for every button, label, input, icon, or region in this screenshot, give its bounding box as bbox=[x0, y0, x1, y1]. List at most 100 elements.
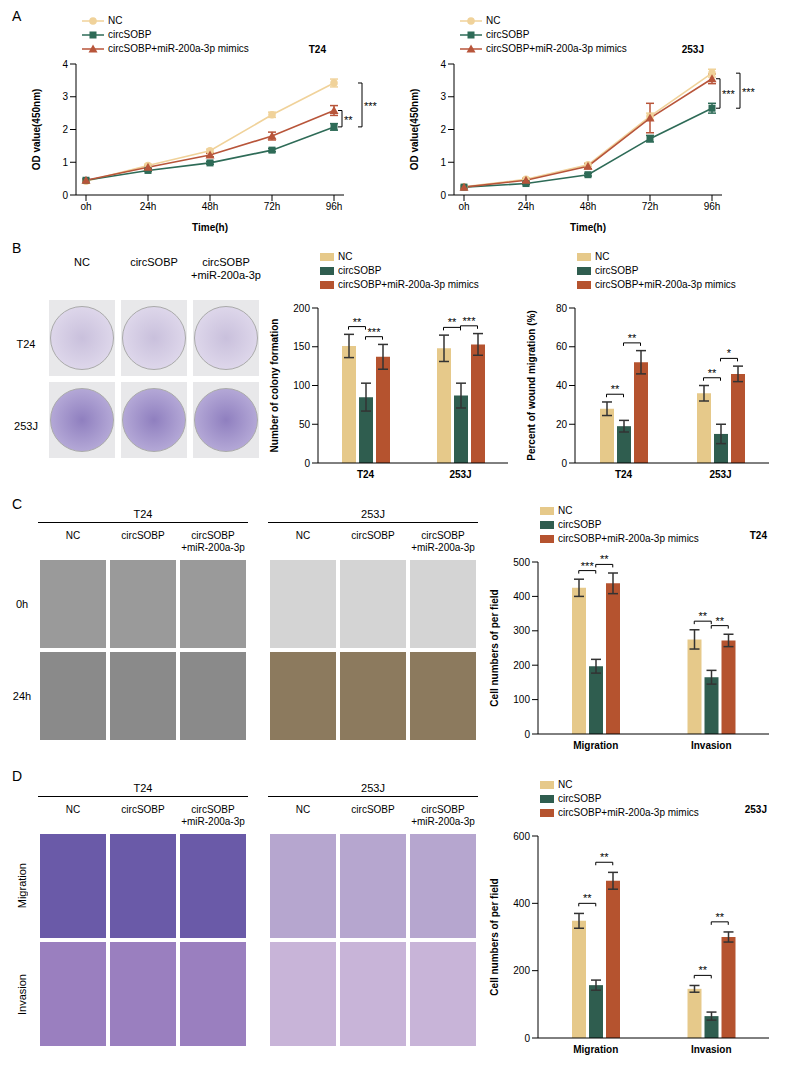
html-text:0h: 0h bbox=[15, 598, 29, 610]
svg-text:72h: 72h bbox=[264, 201, 281, 212]
svg-text:OD value(450nm): OD value(450nm) bbox=[31, 89, 42, 171]
html-text:circSOBP: circSOBP bbox=[108, 29, 152, 40]
html-text:circSOBP +miR-200a-3p: circSOBP +miR-200a-3p bbox=[181, 804, 245, 827]
html-text:T24: T24 bbox=[16, 338, 36, 350]
svg-text:200: 200 bbox=[513, 965, 530, 976]
svg-text:***: *** bbox=[364, 100, 378, 112]
svg-text:**: ** bbox=[600, 553, 609, 565]
svg-text:4: 4 bbox=[62, 59, 68, 70]
svg-text:Migration: Migration bbox=[573, 1044, 618, 1055]
svg-text:40: 40 bbox=[556, 380, 568, 391]
html-text:T24: T24 bbox=[133, 508, 153, 520]
svg-text:T24: T24 bbox=[615, 469, 633, 480]
html-text:253J: 253J bbox=[361, 508, 385, 520]
svg-text:***: *** bbox=[742, 86, 756, 98]
svg-text:**: ** bbox=[708, 367, 717, 379]
html-text:NC: NC bbox=[74, 256, 90, 268]
svg-text:**: ** bbox=[583, 892, 592, 904]
html-text:circSOBP +miR-200a-3p: circSOBP +miR-200a-3p bbox=[191, 256, 261, 281]
svg-text:400: 400 bbox=[513, 898, 530, 909]
html-text:circSOBP+miR-200a-3p mimics: circSOBP+miR-200a-3p mimics bbox=[108, 43, 249, 54]
svg-text:Cell numbers of per field: Cell numbers of per field bbox=[489, 589, 500, 706]
svg-text:Time(h): Time(h) bbox=[192, 222, 228, 233]
svg-text:1: 1 bbox=[62, 157, 68, 168]
svg-text:**: ** bbox=[715, 911, 724, 923]
svg-text:Cell numbers of per field: Cell numbers of per field bbox=[489, 878, 500, 995]
svg-text:500: 500 bbox=[513, 557, 530, 568]
svg-text:oh: oh bbox=[458, 201, 469, 212]
svg-text:50: 50 bbox=[299, 419, 311, 430]
svg-text:*: * bbox=[727, 347, 732, 359]
svg-text:***: *** bbox=[722, 88, 736, 100]
svg-text:**: ** bbox=[715, 615, 724, 627]
svg-text:**: ** bbox=[698, 964, 707, 976]
svg-text:200: 200 bbox=[513, 660, 530, 671]
svg-text:oh: oh bbox=[80, 201, 91, 212]
svg-text:0: 0 bbox=[62, 190, 68, 201]
svg-text:100: 100 bbox=[513, 694, 530, 705]
html-text:NC: NC bbox=[486, 15, 501, 26]
svg-text:Percent of wound migration (%): Percent of wound migration (%) bbox=[526, 310, 537, 461]
svg-text:0: 0 bbox=[524, 1033, 530, 1044]
html-text:D: D bbox=[12, 768, 23, 784]
svg-text:60: 60 bbox=[556, 341, 568, 352]
svg-text:2: 2 bbox=[440, 124, 446, 135]
svg-text:**: ** bbox=[611, 383, 620, 395]
svg-text:100: 100 bbox=[293, 380, 310, 391]
svg-text:***: *** bbox=[463, 315, 477, 327]
svg-text:Invasion: Invasion bbox=[691, 1044, 732, 1055]
svg-text:600: 600 bbox=[513, 831, 530, 842]
html-text:253J: 253J bbox=[361, 782, 385, 794]
svg-text:2: 2 bbox=[62, 124, 68, 135]
svg-text:48h: 48h bbox=[580, 201, 597, 212]
html-text:circSOBP +miR-200a-3p: circSOBP +miR-200a-3p bbox=[411, 804, 475, 827]
svg-text:253J: 253J bbox=[449, 469, 471, 480]
svg-text:T24: T24 bbox=[357, 469, 375, 480]
svg-text:Migration: Migration bbox=[573, 740, 618, 751]
html-text:Invasion: Invasion bbox=[16, 973, 28, 1015]
svg-text:**: ** bbox=[344, 114, 353, 126]
html-text:T24: T24 bbox=[133, 782, 153, 794]
svg-text:**: ** bbox=[628, 332, 637, 344]
html-text:C: C bbox=[12, 496, 23, 512]
svg-text:**: ** bbox=[353, 316, 362, 328]
svg-text:3: 3 bbox=[62, 91, 68, 102]
html-text:NC: NC bbox=[108, 15, 123, 26]
svg-text:Number of colony formation: Number of colony formation bbox=[269, 319, 280, 453]
svg-text:400: 400 bbox=[513, 591, 530, 602]
svg-text:150: 150 bbox=[293, 341, 310, 352]
svg-text:48h: 48h bbox=[202, 201, 219, 212]
svg-text:20: 20 bbox=[556, 419, 568, 430]
svg-text:253J: 253J bbox=[709, 469, 731, 480]
svg-text:***: *** bbox=[368, 326, 382, 338]
svg-text:4: 4 bbox=[440, 59, 446, 70]
svg-text:200: 200 bbox=[293, 303, 310, 314]
svg-text:Time(h): Time(h) bbox=[570, 222, 606, 233]
svg-text:3: 3 bbox=[440, 91, 446, 102]
svg-text:300: 300 bbox=[513, 625, 530, 636]
html-text:T24: T24 bbox=[308, 44, 326, 55]
svg-text:0: 0 bbox=[524, 729, 530, 740]
html-text:253J: 253J bbox=[14, 420, 38, 432]
html-text:24h: 24h bbox=[12, 690, 32, 702]
html-text:circSOBP: circSOBP bbox=[130, 256, 178, 268]
svg-text:72h: 72h bbox=[642, 201, 659, 212]
svg-text:**: ** bbox=[448, 316, 457, 328]
svg-text:OD value(450nm): OD value(450nm) bbox=[409, 89, 420, 171]
html-text:Migration: Migration bbox=[16, 863, 28, 909]
svg-text:0: 0 bbox=[304, 458, 310, 469]
svg-text:80: 80 bbox=[556, 303, 568, 314]
svg-text:Invasion: Invasion bbox=[691, 740, 732, 751]
svg-text:0: 0 bbox=[440, 190, 446, 201]
svg-text:0: 0 bbox=[561, 458, 567, 469]
html-text:circSOBP +miR-200a-3p: circSOBP +miR-200a-3p bbox=[181, 530, 245, 553]
svg-text:***: *** bbox=[581, 560, 595, 572]
svg-text:1: 1 bbox=[440, 157, 446, 168]
svg-text:24h: 24h bbox=[518, 201, 535, 212]
svg-text:**: ** bbox=[698, 610, 707, 622]
svg-text:**: ** bbox=[600, 851, 609, 863]
svg-text:24h: 24h bbox=[140, 201, 157, 212]
svg-text:96h: 96h bbox=[326, 201, 343, 212]
svg-text:96h: 96h bbox=[704, 201, 721, 212]
html-text:circSOBP +miR-200a-3p: circSOBP +miR-200a-3p bbox=[411, 530, 475, 553]
